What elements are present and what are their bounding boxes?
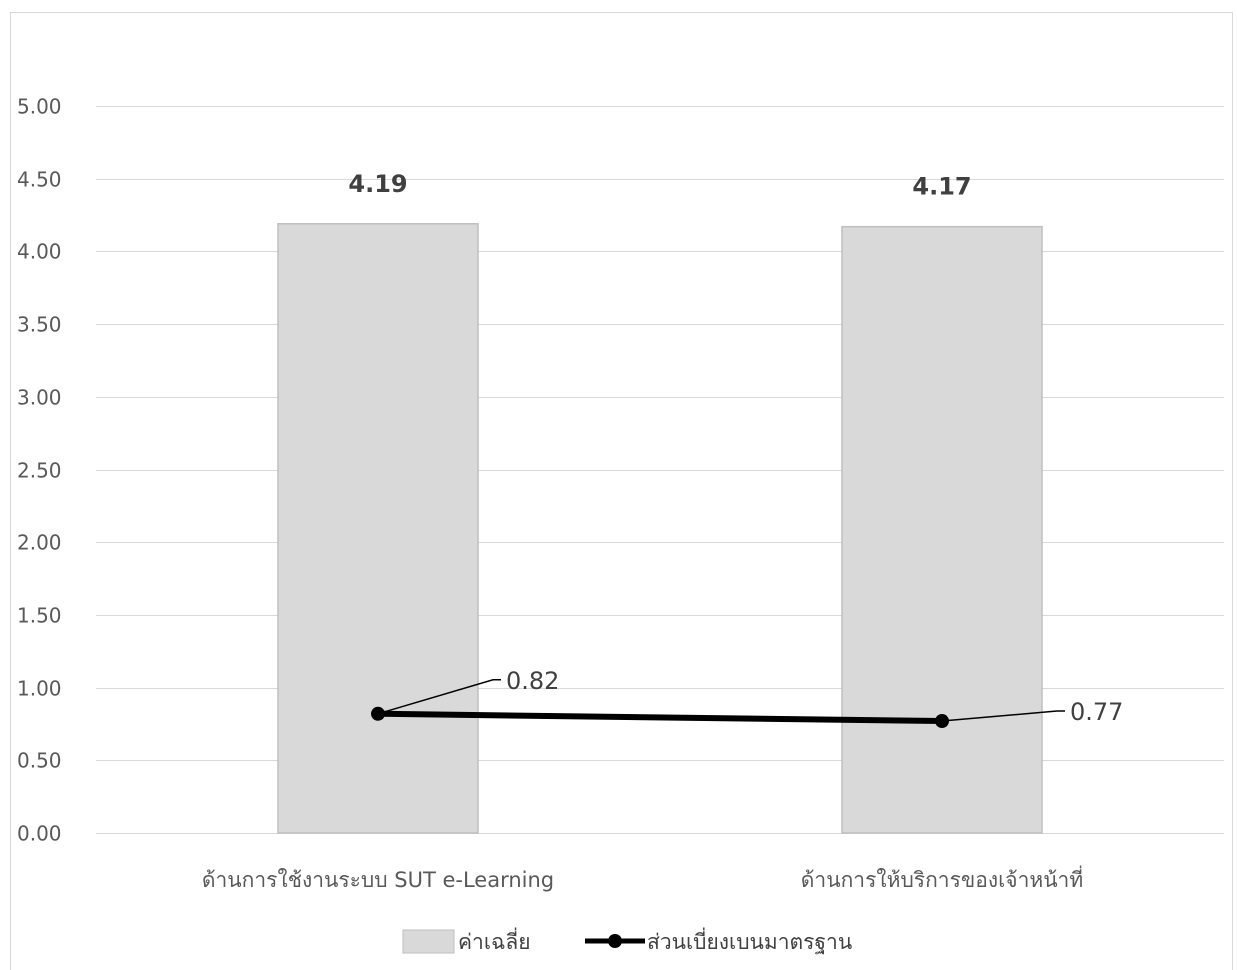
y-tick-label: 3.50: [17, 313, 62, 337]
y-tick-label: 4.50: [17, 168, 62, 192]
x-category-label: ด้านการใช้งานระบบ SUT e-Learning: [202, 868, 554, 892]
y-tick-label: 2.00: [17, 531, 62, 555]
y-tick-label: 4.00: [17, 240, 62, 264]
bar-data-label: 4.19: [348, 170, 407, 198]
leader-line: [377, 679, 501, 715]
y-tick-label: 0.00: [17, 822, 62, 846]
legend-marker-sd: [608, 934, 622, 948]
sd-data-label: 0.82: [506, 667, 559, 695]
y-tick-label: 0.50: [17, 749, 62, 773]
bar: [277, 223, 479, 834]
sd-series-line: [377, 710, 943, 725]
y-tick-label: 2.50: [17, 459, 62, 483]
y-tick-label: 1.50: [17, 604, 62, 628]
x-category-label: ด้านการให้บริการของเจ้าหน้าที่: [801, 865, 1083, 892]
leader-line: [941, 710, 1065, 722]
sd-data-label: 0.77: [1070, 698, 1123, 726]
bar-data-label: 4.17: [912, 173, 971, 201]
y-tick-label: 3.00: [17, 386, 62, 410]
legend-label-sd: ส่วนเบี่ยงเบนมาตรฐาน: [647, 927, 852, 954]
bar: [841, 225, 1043, 834]
legend-label-mean: ค่าเฉลี่ย: [458, 927, 531, 954]
y-tick-label: 1.00: [17, 677, 62, 701]
chart-border: [10, 12, 1233, 970]
y-tick-label: 5.00: [17, 95, 62, 119]
legend-swatch-mean: [402, 929, 455, 954]
